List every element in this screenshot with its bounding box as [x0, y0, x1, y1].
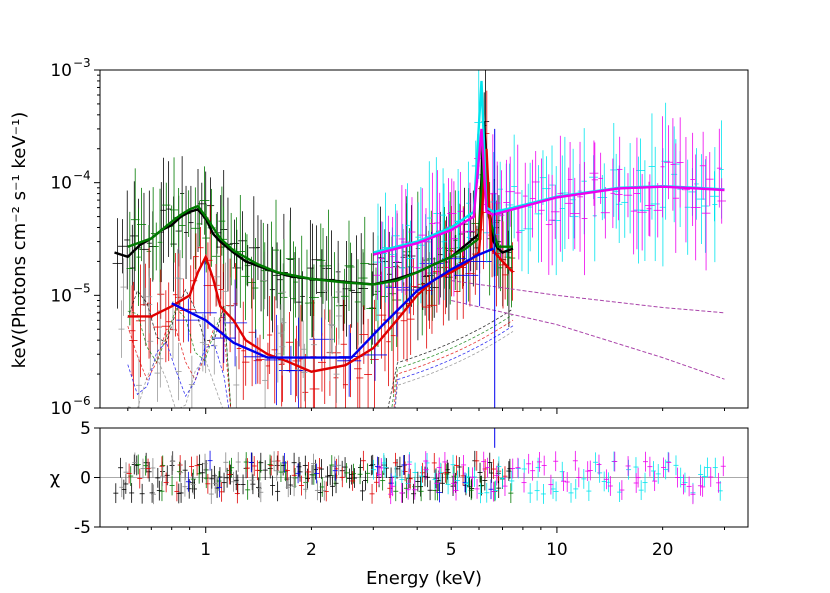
top-panel-frame: [99, 69, 749, 409]
y-tick-exponent: −6: [73, 394, 91, 408]
powerlaw-component-lower-line: [451, 300, 725, 380]
residual-panel-plot: [100, 428, 748, 505]
residual-y-tick-label: 0: [80, 469, 91, 489]
green-data-model-line: [127, 148, 513, 286]
y-tick-exponent: −5: [73, 281, 91, 295]
residual-errorbars: [119, 451, 342, 505]
x-tick-label: 1: [200, 540, 211, 560]
powerlaw-component-upper-line: [451, 280, 725, 314]
component-curve: [127, 325, 514, 408]
x-tick-label: 5: [446, 540, 457, 560]
ticks-layer: 10−610−510−410 −350-51 2 5 10 20: [50, 56, 725, 560]
blue-data-model-line: [171, 247, 494, 359]
residual-y-tick-label: -5: [74, 518, 91, 538]
y-tick-exponent: −4: [73, 169, 91, 183]
component-curve: [127, 306, 514, 408]
component-curve: [127, 288, 514, 408]
y-tick-label: 10: [50, 174, 72, 194]
model-layer: [100, 70, 748, 505]
y-axis-label: keV(Photons cm⁻² s⁻¹ keV⁻¹): [9, 112, 30, 369]
y-tick-label: 10: [50, 61, 72, 81]
y-tick-label: 10: [50, 286, 72, 306]
x-axis-label: Energy (keV): [366, 568, 482, 589]
red-data-model-line: [127, 148, 514, 373]
x-tick-label: 10: [546, 540, 568, 560]
magenta-data-model-line: [372, 128, 725, 256]
residual-errorbars: [376, 450, 726, 505]
residual-errorbars: [185, 450, 494, 503]
x-tick-label: 20: [652, 540, 674, 560]
y-tick-exponent: −3: [73, 56, 91, 70]
y-tick-label: 10: [50, 399, 72, 419]
magenta-data-model-errorbars: [373, 116, 726, 320]
top-panel-plot: [112, 70, 726, 408]
component-curve: [127, 319, 514, 408]
residual-y-axis-label: χ: [50, 468, 60, 489]
residual-errorbars: [126, 450, 508, 504]
residual-y-tick-label: 5: [80, 419, 91, 439]
component-curve: [127, 331, 514, 408]
x-tick-label: 2: [306, 540, 317, 560]
residual-errorbars: [370, 451, 723, 504]
